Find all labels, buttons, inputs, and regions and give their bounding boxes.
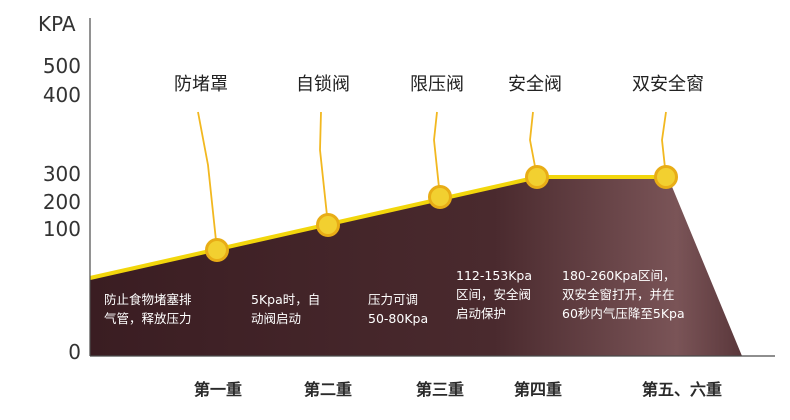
stage-label-2: 第二重 <box>303 380 352 399</box>
marker-2 <box>316 213 340 237</box>
stage-label-3: 第三重 <box>415 380 464 399</box>
leader-line-2 <box>319 111 329 226</box>
device-label-2: 自锁阀 <box>296 74 350 95</box>
marker-5 <box>654 165 678 189</box>
device-label-4: 安全阀 <box>508 74 562 95</box>
description-5: 180-260Kpa区间， 双安全窗打开，并在 60秒内气压降至5Kpa <box>562 268 685 321</box>
description-3: 压力可调 50-80Kpa <box>368 292 429 326</box>
marker-4 <box>525 165 549 189</box>
y-tick-0: 0 <box>68 340 81 364</box>
device-label-1: 防堵罩 <box>174 74 228 95</box>
marker-1 <box>205 238 229 262</box>
y-tick-200: 200 <box>42 190 81 214</box>
y-tick-300: 300 <box>42 162 81 186</box>
y-tick-100: 100 <box>42 217 81 241</box>
leader-line-5 <box>661 111 667 178</box>
leader-line-1 <box>197 111 218 251</box>
description-1: 防止食物堵塞排 气管，释放压力 <box>104 292 192 326</box>
leader-line-4 <box>529 111 538 178</box>
marker-3 <box>428 185 452 209</box>
stage-label-5: 第五、六重 <box>641 380 722 399</box>
y-tick-400: 400 <box>42 83 81 107</box>
description-2: 5Kpa时，自 动阀启动 <box>251 292 321 326</box>
description-4: 112-153Kpa 区间，安全阀 启动保护 <box>456 268 533 321</box>
device-label-5: 双安全窗 <box>632 74 704 95</box>
y-axis-title: KPA <box>38 12 76 36</box>
stage-label-1: 第一重 <box>193 380 242 399</box>
leader-line-3 <box>433 111 441 198</box>
pressure-area <box>90 177 742 356</box>
stage-label-4: 第四重 <box>513 380 562 399</box>
device-label-3: 限压阀 <box>410 74 464 95</box>
y-tick-500: 500 <box>42 54 81 78</box>
